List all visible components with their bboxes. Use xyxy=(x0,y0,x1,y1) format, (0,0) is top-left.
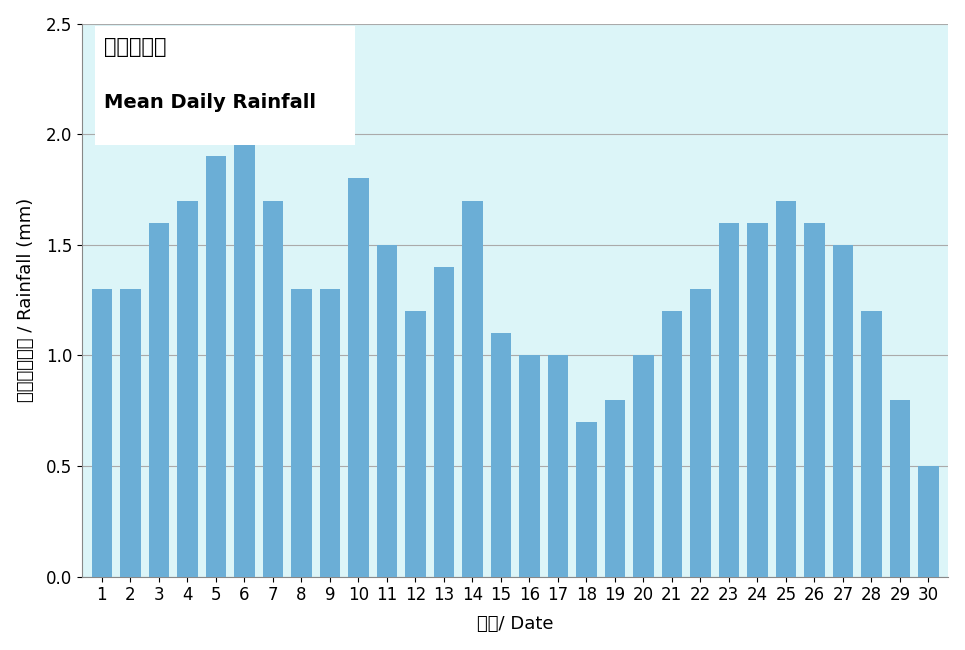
Text: Mean Daily Rainfall: Mean Daily Rainfall xyxy=(103,93,316,112)
Bar xyxy=(405,311,426,577)
Bar xyxy=(918,466,939,577)
Bar xyxy=(519,356,539,577)
Bar xyxy=(462,201,482,577)
Bar xyxy=(319,289,340,577)
Bar xyxy=(348,179,369,577)
Bar xyxy=(804,223,825,577)
FancyBboxPatch shape xyxy=(95,27,355,146)
X-axis label: 日期/ Date: 日期/ Date xyxy=(477,616,553,633)
Bar xyxy=(890,400,910,577)
Text: 平均日雨量: 平均日雨量 xyxy=(103,38,166,57)
Bar xyxy=(576,422,596,577)
Bar xyxy=(633,356,653,577)
Bar xyxy=(149,223,169,577)
Bar xyxy=(861,311,882,577)
Bar xyxy=(291,289,312,577)
Bar xyxy=(120,289,141,577)
Bar xyxy=(376,245,398,577)
Y-axis label: 雨量（毫米） / Rainfall (mm): 雨量（毫米） / Rainfall (mm) xyxy=(16,198,35,402)
Bar xyxy=(747,223,767,577)
Bar xyxy=(92,289,112,577)
Bar xyxy=(605,400,625,577)
Bar xyxy=(433,267,455,577)
Bar xyxy=(206,157,226,577)
Bar xyxy=(490,333,511,577)
Bar xyxy=(833,245,853,577)
Bar xyxy=(234,135,255,577)
Bar xyxy=(776,201,796,577)
Bar xyxy=(262,201,283,577)
Bar xyxy=(719,223,739,577)
Bar xyxy=(177,201,198,577)
Bar xyxy=(690,289,710,577)
Bar xyxy=(547,356,568,577)
Bar xyxy=(662,311,682,577)
